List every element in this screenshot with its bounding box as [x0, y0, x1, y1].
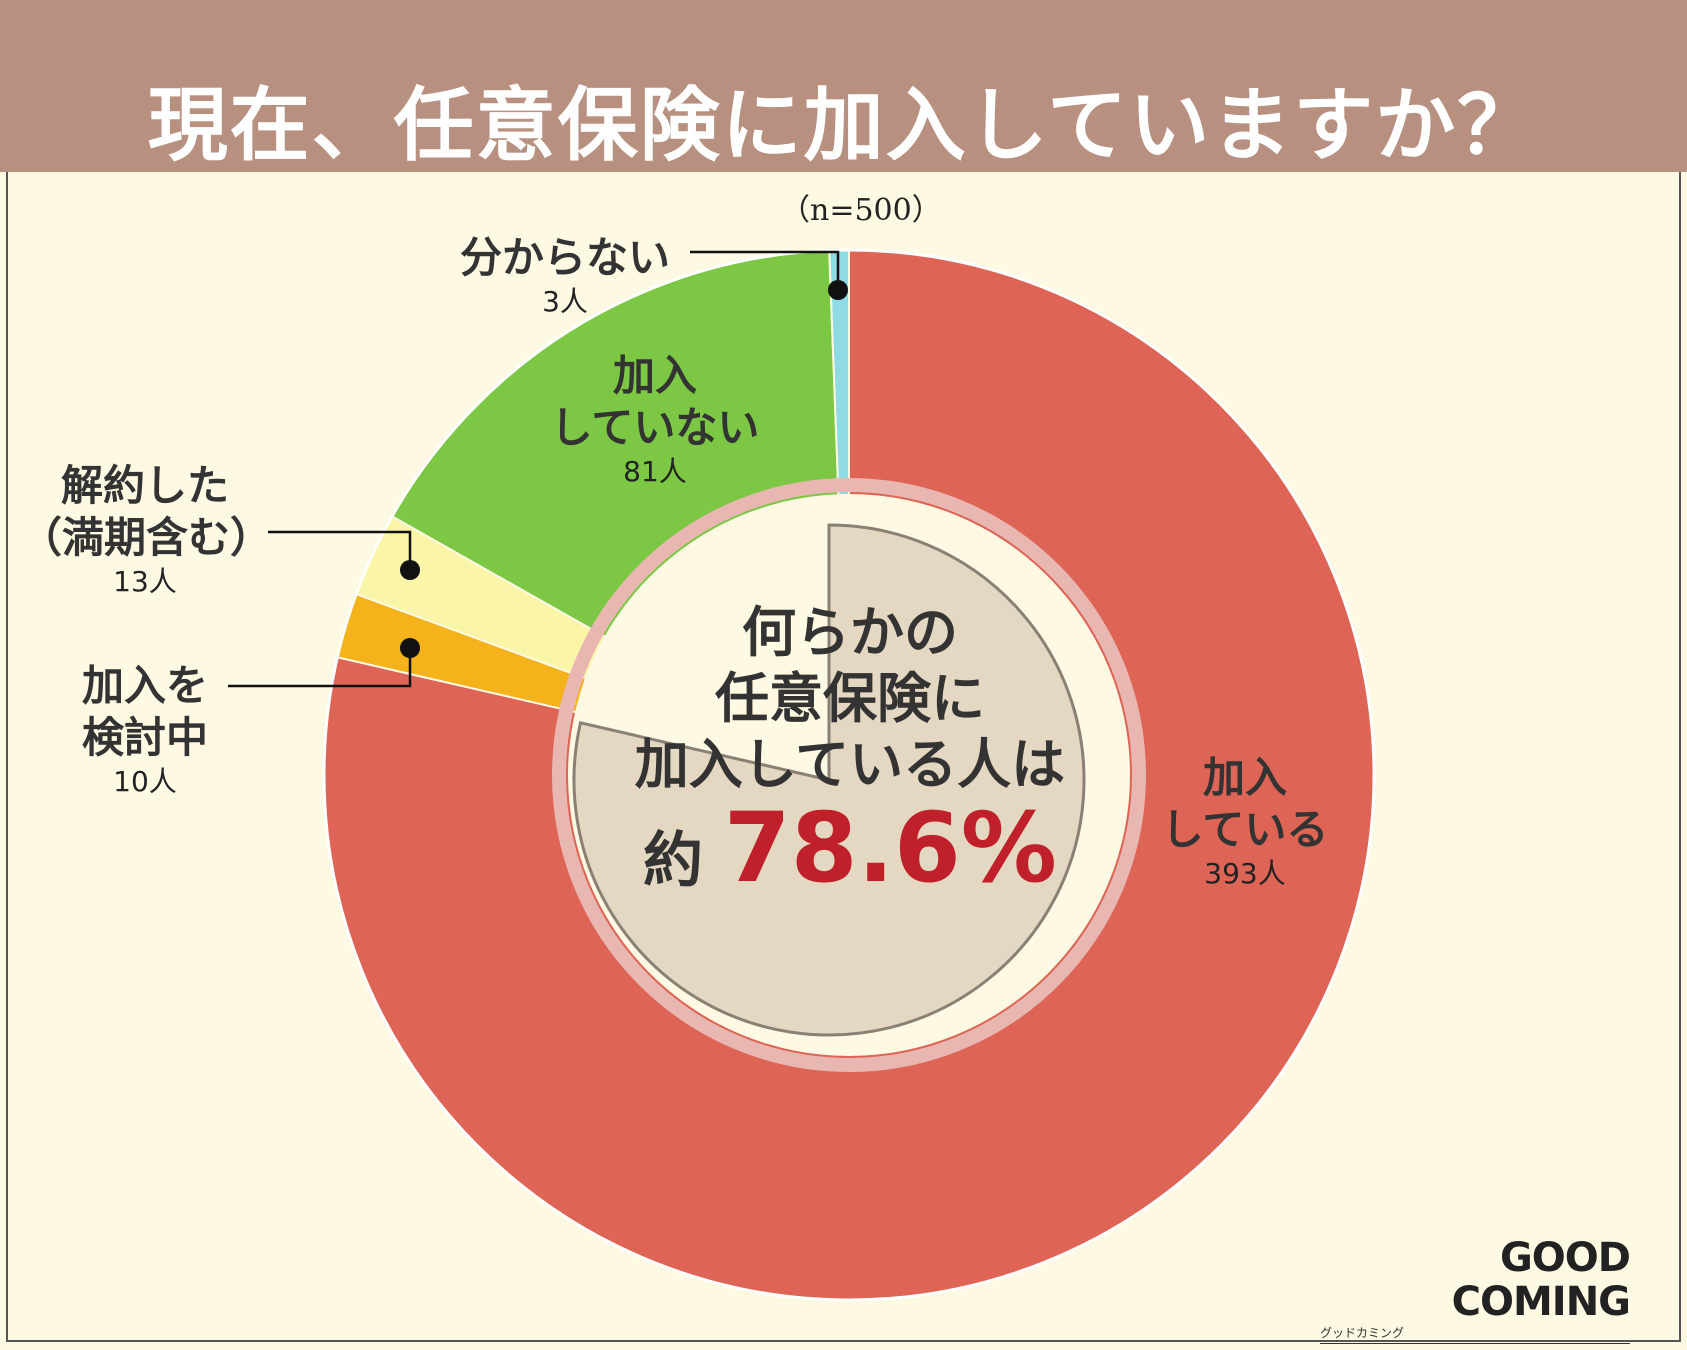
label-not-joined-count: 81人: [623, 455, 687, 488]
leader-lines: [228, 250, 840, 688]
leader-dot-considering: [400, 638, 420, 658]
label-joined-line1: 加入: [1202, 753, 1287, 802]
label-unknown: 分からない 3人: [440, 232, 690, 320]
center-line2: 任意保険に: [715, 667, 985, 730]
label-not-joined-line2: していない: [550, 403, 760, 452]
label-considering-count: 10人: [113, 765, 177, 798]
label-not-joined-line1: 加入: [612, 351, 697, 400]
label-cancelled-line1: 解約した: [60, 461, 229, 510]
label-unknown-line1: 分からない: [459, 233, 670, 282]
inner-highlight-pie: [572, 523, 1086, 1037]
label-unknown-count: 3人: [542, 285, 588, 318]
center-line1: 何らかの: [742, 601, 958, 664]
label-considering: 加入を 検討中 10人: [60, 660, 230, 800]
label-cancelled: 解約した （満期含む） 13人: [20, 460, 273, 600]
label-not-joined: 加入 していない 81人: [520, 350, 790, 490]
center-percent: 78.6%: [723, 792, 1057, 904]
label-joined-line2: している: [1161, 805, 1329, 854]
center-prefix: 約: [643, 826, 704, 896]
label-considering-line1: 加入を: [81, 661, 208, 710]
leader-dot-unknown: [828, 280, 848, 300]
leader-dot-cancelled: [400, 560, 420, 580]
inner-ring: [552, 478, 1146, 1072]
brand-logo: GOOD COMING グッドカミング: [1320, 1235, 1631, 1344]
label-cancelled-count: 13人: [113, 565, 177, 598]
label-considering-line2: 検討中: [81, 713, 208, 762]
sample-size-note: （n=500）: [780, 193, 942, 228]
content-frame: [6, 172, 1681, 1342]
header-bar: [0, 0, 1687, 172]
logo-wordmark: GOOD COMING: [1451, 1235, 1631, 1325]
leader-cancelled: [268, 530, 412, 570]
label-cancelled-line2: （満期含む）: [20, 513, 273, 562]
donut-outer-ring: [322, 248, 1376, 1302]
leader-unknown: [690, 250, 840, 290]
center-percent-row: 約 78.6%: [560, 798, 1140, 911]
label-joined-count: 393人: [1204, 857, 1286, 890]
center-line3: 加入している人は: [634, 733, 1066, 796]
logo-subtext: グッドカミング: [1320, 1324, 1630, 1344]
chart-title: 現在、任意保険に加入していますか？: [147, 79, 1540, 172]
label-joined: 加入 している 393人: [1150, 752, 1340, 892]
center-summary: 何らかの 任意保険に 加入している人は 約 78.6%: [560, 600, 1140, 911]
leader-considering: [228, 648, 412, 688]
